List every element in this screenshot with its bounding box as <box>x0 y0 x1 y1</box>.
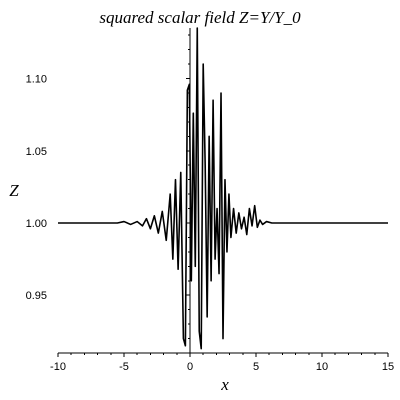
x-tick-label: 15 <box>382 361 394 373</box>
axes: -10 -5 0 5 10 15 0.95 1.00 1.05 1.10 <box>26 28 394 373</box>
x-axis-label: x <box>220 375 229 394</box>
plot-series <box>58 27 388 350</box>
x-tick-label: -10 <box>50 361 66 373</box>
x-tick-label: 5 <box>253 361 259 373</box>
x-tick-label: 10 <box>316 361 328 373</box>
y-axis-label: Z <box>9 181 19 200</box>
y-tick-label: 0.95 <box>26 290 47 302</box>
series-line <box>58 27 388 350</box>
y-tick-label: 1.05 <box>26 146 47 158</box>
x-tick-label: 0 <box>187 361 193 373</box>
y-tick-label: 1.00 <box>26 218 47 230</box>
chart-title: squared scalar field Z=Y/Y_0 <box>99 8 301 27</box>
y-tick-label: 1.10 <box>26 74 47 86</box>
x-tick-label: -5 <box>119 361 129 373</box>
